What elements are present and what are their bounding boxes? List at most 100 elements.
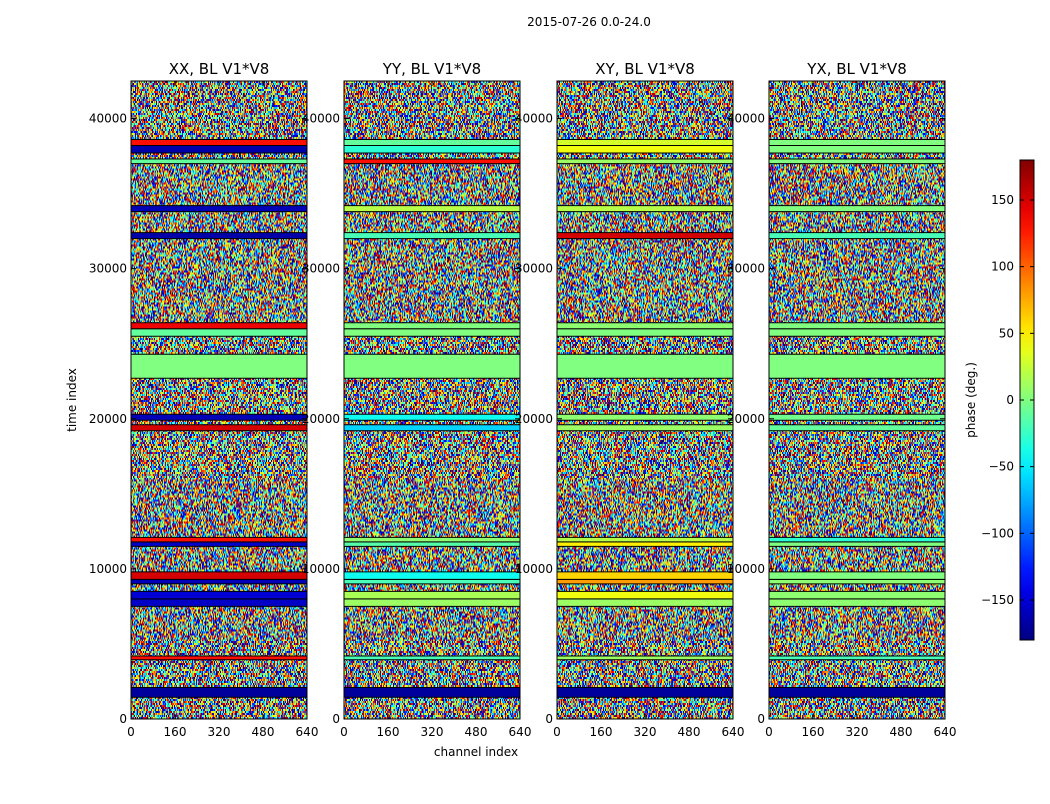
panel-plot-area <box>344 81 520 719</box>
y-tick-label: 30000 <box>727 262 765 276</box>
y-tick-label: 30000 <box>515 262 553 276</box>
flag-band-18 <box>769 139 945 146</box>
flag-band-18 <box>557 139 733 146</box>
flag-band-1 <box>344 687 520 698</box>
flag-band-9 <box>344 424 520 431</box>
y-tick-label: 0 <box>545 712 553 726</box>
flag-band-11 <box>344 354 520 379</box>
flag-band-13 <box>557 322 733 329</box>
y-tick-label: 10000 <box>727 562 765 576</box>
flag-band-14 <box>344 232 520 239</box>
y-axis-label: time index <box>65 368 79 432</box>
flag-band-10 <box>769 414 945 421</box>
panel-plot-area <box>557 81 733 719</box>
colorbar-tick-label: 100 <box>991 260 1014 274</box>
flag-band-15 <box>131 205 307 212</box>
flag-band-10 <box>557 414 733 421</box>
flag-band-1 <box>131 687 307 698</box>
flag-band-4 <box>769 591 945 599</box>
flag-band-6 <box>131 571 307 580</box>
panel-4: YX, BL V1*V8 0 160 320 480 640 0 10000 20000 3000… <box>727 60 957 739</box>
flag-band-5 <box>557 579 733 584</box>
y-tick-label: 10000 <box>89 562 127 576</box>
y-tick-label: 20000 <box>89 412 127 426</box>
flag-band-4 <box>557 591 733 599</box>
flag-band-15 <box>769 205 945 212</box>
x-tick-label: 160 <box>164 725 187 739</box>
x-tick-label: 160 <box>802 725 825 739</box>
flag-band-9 <box>769 424 945 431</box>
flag-band-9 <box>131 424 307 431</box>
y-tick-label: 20000 <box>302 412 340 426</box>
flag-band-17 <box>344 145 520 154</box>
flag-band-3 <box>769 598 945 607</box>
flag-band-7 <box>557 541 733 547</box>
flag-band-17 <box>557 145 733 154</box>
y-tick-label: 40000 <box>515 112 553 126</box>
flag-band-3 <box>557 598 733 607</box>
y-tick-label: 0 <box>757 712 765 726</box>
flag-band-10 <box>344 414 520 421</box>
flag-band-10 <box>131 414 307 421</box>
panel-title: YX, BL V1*V8 <box>806 60 907 78</box>
x-axis-label: channel index <box>434 745 518 759</box>
flag-band-11 <box>557 354 733 379</box>
panel-plot-area <box>131 81 307 719</box>
flag-band-5 <box>131 579 307 584</box>
flag-band-3 <box>344 598 520 607</box>
flag-band-6 <box>769 571 945 580</box>
flag-band-18 <box>344 139 520 146</box>
flag-band-16 <box>769 159 945 164</box>
flag-band-2 <box>557 655 733 660</box>
flag-band-11 <box>769 354 945 379</box>
y-tick-label: 30000 <box>302 262 340 276</box>
x-tick-label: 160 <box>590 725 613 739</box>
panel-2: YY, BL V1*V8 0 160 320 480 640 0 10000 20000 3000… <box>302 60 532 739</box>
flag-band-14 <box>769 232 945 239</box>
panel-1: XX, BL V1*V8 0 160 320 480 640 0 10000 20000 3000… <box>89 60 319 739</box>
flag-band-16 <box>557 159 733 164</box>
flag-band-5 <box>344 579 520 584</box>
x-tick-label: 480 <box>252 725 275 739</box>
flag-band-13 <box>131 322 307 329</box>
phase-noise-image <box>557 81 733 719</box>
flag-band-12 <box>769 328 945 337</box>
x-tick-label: 0 <box>127 725 135 739</box>
flag-band-11 <box>131 354 307 379</box>
flag-band-16 <box>131 159 307 164</box>
x-tick-label: 320 <box>421 725 444 739</box>
colorbar-tick-label: 0 <box>1006 393 1014 407</box>
flag-band-3 <box>131 598 307 607</box>
flag-band-6 <box>557 571 733 580</box>
x-tick-label: 0 <box>553 725 561 739</box>
x-tick-label: 640 <box>296 725 319 739</box>
flag-band-4 <box>131 591 307 599</box>
flag-band-13 <box>344 322 520 329</box>
figure-suptitle: 2015-07-26 0.0-24.0 <box>527 15 651 29</box>
x-tick-label: 160 <box>377 725 400 739</box>
flag-band-6 <box>344 571 520 580</box>
panel-title: YY, BL V1*V8 <box>382 60 481 78</box>
x-tick-label: 640 <box>722 725 745 739</box>
x-tick-label: 320 <box>208 725 231 739</box>
flag-band-8 <box>344 537 520 542</box>
panels-group: XX, BL V1*V8 0 160 320 480 640 0 10000 20000 3000… <box>89 60 957 739</box>
y-tick-label: 20000 <box>727 412 765 426</box>
panel-title: XX, BL V1*V8 <box>169 60 270 78</box>
flag-band-8 <box>557 537 733 542</box>
flag-band-1 <box>557 687 733 698</box>
x-tick-label: 0 <box>340 725 348 739</box>
flag-band-13 <box>769 322 945 329</box>
flag-band-12 <box>557 328 733 337</box>
flag-band-2 <box>131 655 307 660</box>
x-tick-label: 480 <box>890 725 913 739</box>
flag-band-18 <box>131 139 307 146</box>
y-tick-label: 10000 <box>515 562 553 576</box>
y-tick-label: 0 <box>332 712 340 726</box>
colorbar-tick-label: −50 <box>989 460 1014 474</box>
flag-band-2 <box>344 655 520 660</box>
flag-band-16 <box>344 159 520 164</box>
colorbar-tick-label: 50 <box>999 326 1014 340</box>
